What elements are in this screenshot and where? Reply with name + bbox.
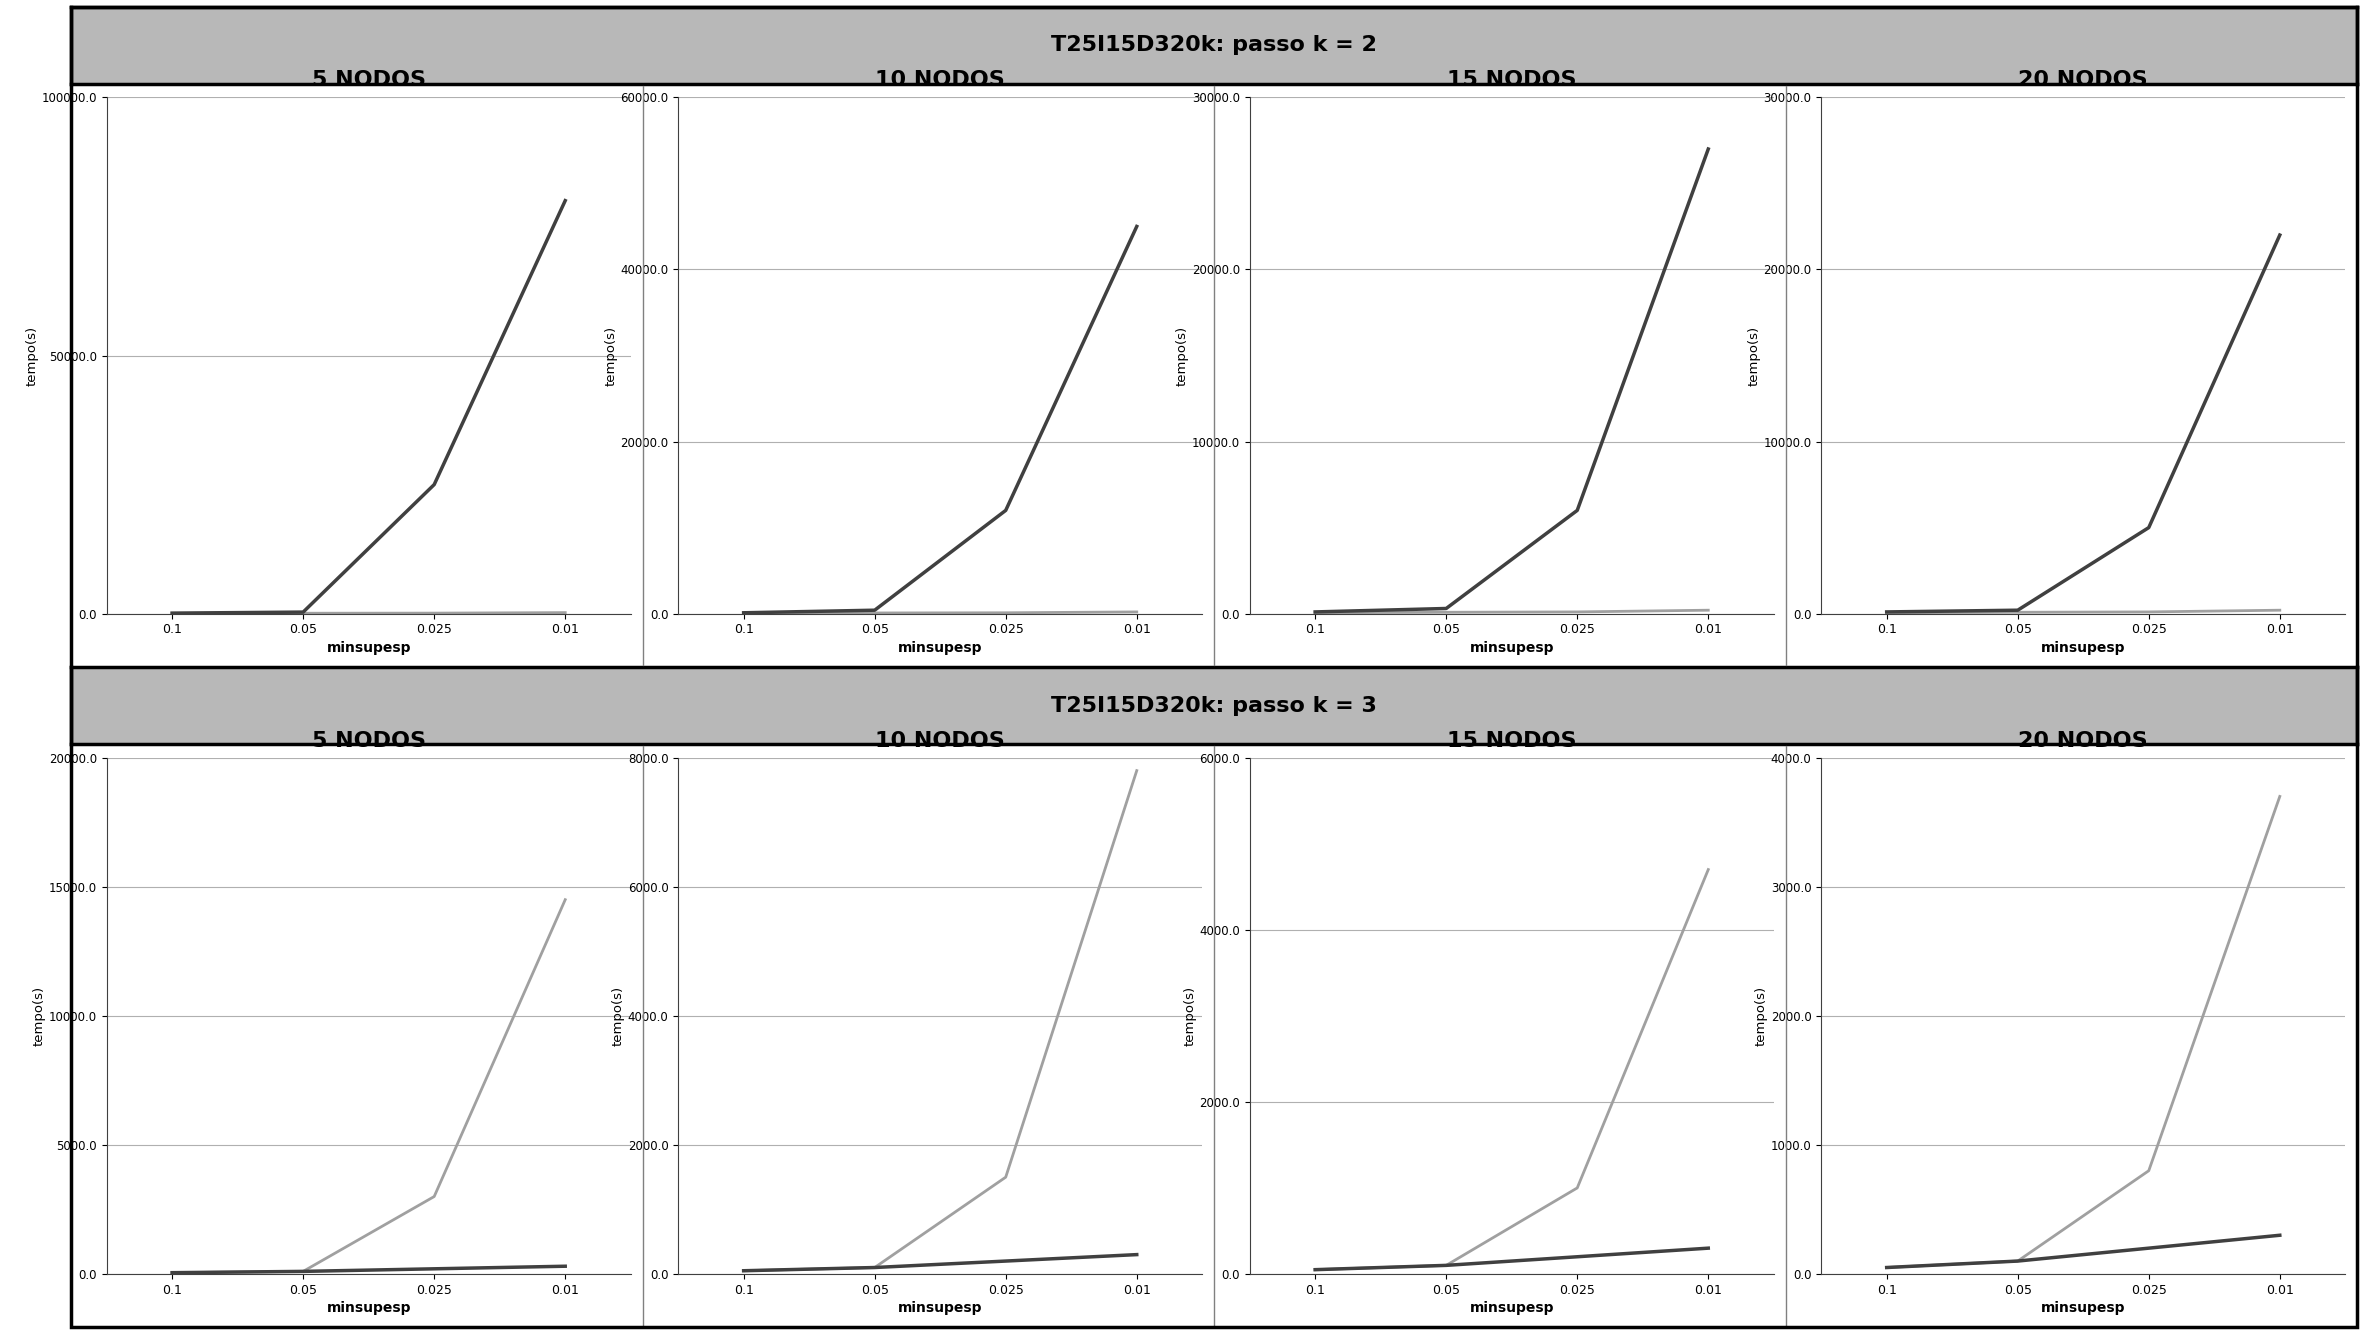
Title: 20 NODOS: 20 NODOS [2018, 731, 2149, 751]
Text: T25I15D320k: passo k = 2: T25I15D320k: passo k = 2 [1052, 36, 1376, 55]
Legend: UAprioriMR, UAprioriMRByT: UAprioriMR, UAprioriMRByT [805, 786, 1076, 808]
Legend: UAprioriMR, UAprioriMRByT: UAprioriMR, UAprioriMRByT [232, 786, 505, 808]
Y-axis label: tempo(s): tempo(s) [611, 986, 625, 1046]
Y-axis label: tempo(s): tempo(s) [1184, 986, 1196, 1046]
Title: 15 NODOS: 15 NODOS [1447, 71, 1575, 91]
X-axis label: minsupesp: minsupesp [1469, 640, 1554, 655]
X-axis label: minsupesp: minsupesp [898, 640, 983, 655]
Y-axis label: tempo(s): tempo(s) [604, 325, 618, 386]
X-axis label: minsupesp: minsupesp [327, 1301, 410, 1315]
X-axis label: minsupesp: minsupesp [2042, 1301, 2125, 1315]
Title: 5 NODOS: 5 NODOS [313, 71, 426, 91]
X-axis label: minsupesp: minsupesp [327, 640, 410, 655]
Text: T25I15D320k: passo k = 3: T25I15D320k: passo k = 3 [1052, 696, 1376, 715]
Y-axis label: tempo(s): tempo(s) [26, 325, 38, 386]
Title: 15 NODOS: 15 NODOS [1447, 731, 1575, 751]
Legend: UAprioriMR, UAprioriMRByT: UAprioriMR, UAprioriMRByT [1376, 786, 1646, 808]
X-axis label: minsupesp: minsupesp [898, 1301, 983, 1315]
Y-axis label: tempo(s): tempo(s) [33, 986, 45, 1046]
Y-axis label: tempo(s): tempo(s) [1748, 325, 1760, 386]
Legend: UAprioriMR, UAprioriMRByT: UAprioriMR, UAprioriMRByT [1947, 786, 2220, 808]
Title: 10 NODOS: 10 NODOS [874, 71, 1004, 91]
Y-axis label: tempo(s): tempo(s) [1175, 325, 1189, 386]
Y-axis label: tempo(s): tempo(s) [1755, 986, 1767, 1046]
Title: 20 NODOS: 20 NODOS [2018, 71, 2149, 91]
X-axis label: minsupesp: minsupesp [2042, 640, 2125, 655]
Title: 10 NODOS: 10 NODOS [874, 731, 1004, 751]
Title: 5 NODOS: 5 NODOS [313, 731, 426, 751]
X-axis label: minsupesp: minsupesp [1469, 1301, 1554, 1315]
